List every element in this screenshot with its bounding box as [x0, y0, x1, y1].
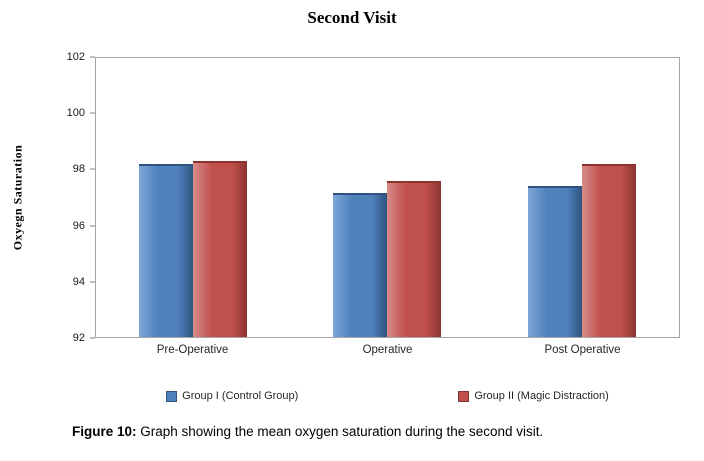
figure-caption-text: Graph showing the mean oxygen saturation…	[136, 424, 544, 439]
bar	[139, 164, 194, 337]
x-tick-label: Operative	[362, 344, 413, 356]
bar-group	[290, 58, 484, 337]
y-tick-mark	[90, 337, 95, 339]
chart-title: Second Visit	[307, 8, 397, 27]
legend-item: Group I (Control Group)	[166, 390, 298, 402]
y-tick-mark	[90, 56, 95, 58]
bar	[581, 164, 636, 337]
bar	[527, 186, 582, 337]
y-tick-label: 96	[72, 219, 85, 232]
y-tick-mark	[90, 168, 95, 170]
y-tick-mark	[90, 112, 95, 114]
bar	[387, 180, 442, 337]
bar-group	[96, 58, 290, 337]
x-axis-labels: Pre-Operative Operative Post Operative	[95, 344, 680, 356]
y-axis-title: Oxyegn Saturation	[10, 144, 25, 251]
legend-label: Group II (Magic Distraction)	[474, 390, 609, 402]
legend-swatch-icon	[166, 390, 178, 402]
y-tick-mark	[90, 225, 95, 227]
legend: Group I (Control Group) Group II (Magic D…	[95, 390, 680, 402]
x-tick-label: Post Operative	[544, 344, 621, 356]
legend-swatch-icon	[458, 390, 470, 402]
y-tick-label: 92	[72, 332, 85, 344]
y-tick-label: 100	[66, 107, 85, 120]
legend-item: Group II (Magic Distraction)	[458, 390, 609, 402]
bar-groups	[96, 58, 679, 337]
figure-caption-label: Figure 10:	[72, 424, 137, 439]
bar-group	[485, 58, 679, 337]
y-tick-mark	[90, 281, 95, 283]
y-tick-label: 98	[72, 163, 85, 176]
y-tick-label: 102	[66, 51, 85, 63]
legend-label: Group I (Control Group)	[182, 390, 299, 402]
bar	[193, 161, 248, 337]
x-tick-label: Pre-Operative	[156, 344, 229, 356]
y-tick-label: 94	[72, 275, 85, 288]
bar	[333, 193, 388, 337]
plot-area	[95, 57, 680, 338]
figure-caption: Figure 10: Graph showing the mean oxygen…	[72, 424, 672, 439]
